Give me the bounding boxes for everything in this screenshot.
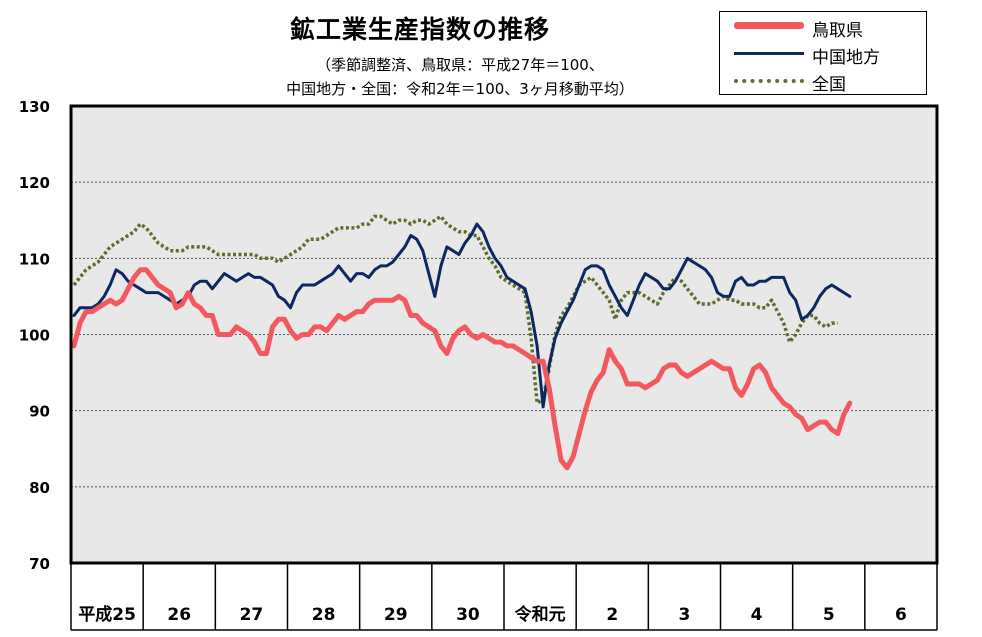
y-tick-label-130: 130	[19, 98, 50, 116]
legend-swatch-tottori	[734, 22, 804, 29]
x-tick-label-4: 29	[384, 605, 408, 625]
y-tick-label-80: 80	[29, 479, 50, 497]
legend-label-tottori: 鳥取県	[812, 21, 863, 41]
series-line-tottori	[71, 267, 853, 471]
series-line-national	[72, 214, 838, 405]
legend-swatch-national	[734, 79, 804, 83]
y-tick-label-120: 120	[19, 174, 50, 192]
x-tick-label-6: 令和元	[515, 604, 566, 625]
y-tick-label-90: 90	[29, 403, 50, 421]
plot-frame	[69, 104, 939, 565]
legend-item-chugoku: 中国地方	[720, 41, 926, 68]
x-tick-label-10: 5	[823, 605, 835, 625]
legend-swatch-chugoku	[734, 52, 804, 55]
y-tick-label-110: 110	[19, 250, 50, 268]
y-tick-label-70: 70	[29, 555, 50, 573]
legend-label-chugoku: 中国地方	[812, 48, 880, 68]
x-tick-label-8: 3	[678, 605, 690, 625]
chart-legend: 鳥取県 中国地方 全国	[719, 11, 927, 95]
chart-subtitle-line1: （季節調整済、鳥取県：平成27年＝100、	[316, 56, 604, 74]
legend-item-tottori: 鳥取県	[720, 14, 926, 41]
x-tick-label-11: 6	[895, 605, 907, 625]
x-tick-label-2: 27	[240, 605, 264, 625]
series-line-chugoku	[72, 222, 852, 409]
chart-title: 鉱工業生産指数の推移	[289, 15, 550, 44]
x-tick-label-3: 28	[312, 605, 336, 625]
x-tick-label-1: 26	[167, 605, 191, 625]
legend-item-national: 全国	[720, 68, 926, 95]
x-tick-label-9: 4	[751, 605, 763, 625]
chart-subtitle-line2: 中国地方・全国：令和2年＝100、3ヶ月移動平均）	[286, 80, 634, 98]
x-tick-label-5: 30	[456, 605, 480, 625]
x-tick-label-0: 平成25	[78, 604, 136, 625]
x-tick-label-7: 2	[606, 605, 618, 625]
y-tick-label-100: 100	[19, 327, 50, 345]
legend-label-national: 全国	[812, 75, 846, 95]
